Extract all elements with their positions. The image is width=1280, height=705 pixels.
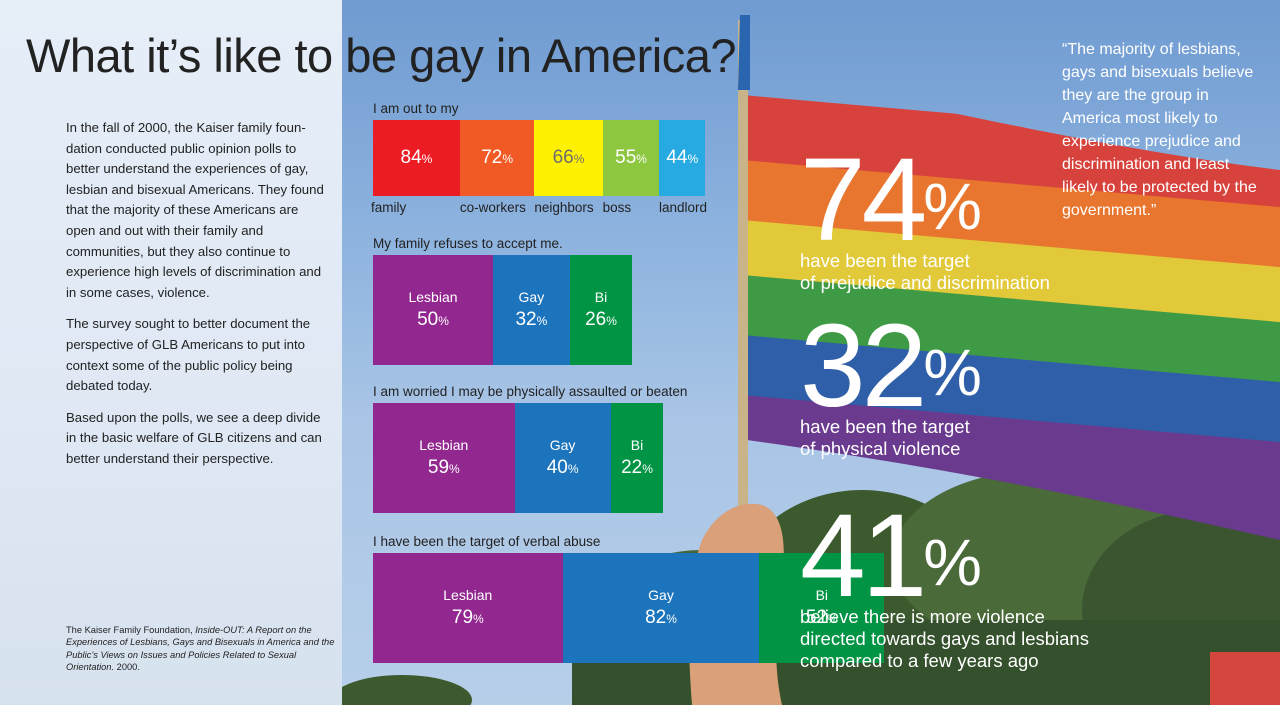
page-title: What it’s like to be gay in America? [26,29,736,82]
category-label: family [371,200,407,215]
flag-pole [738,20,748,520]
bar-boss: 55% [602,120,660,196]
bar-value: 59% [427,457,460,478]
bar-value: 52% [805,607,838,628]
stat-value: 74% [800,134,982,266]
bar-bi: Bi 26% [569,255,633,365]
bar-lesbian: Lesbian 79% [373,553,563,663]
chart-title: I am worried I may be physically assault… [373,384,688,399]
bar-value: 84% [400,147,433,168]
trees [342,470,1280,705]
bar-co-workers: 72% [459,120,535,196]
pole-top [738,15,750,90]
intro-paragraph-2: The survey sought to better document the… [66,316,311,394]
bar-label: Lesbian [443,587,493,603]
bar-label: Gay [518,289,545,305]
bar-label: Gay [549,437,576,453]
stat-prejudice: 74% have been the target of prejudice an… [800,134,1050,294]
chart-out-to: I am out to my 84% 72% 66% 55% 44% family co-… [371,101,707,218]
bar-group: Lesbian 50% Gay 32% Bi 26% [373,255,633,365]
bar-label: Lesbian [408,289,458,305]
bar-group: 84% 72% 66% 55% 44% [373,120,705,196]
rainbow-flag-photo [342,0,1280,705]
bar-value: 22% [621,457,653,478]
source-citation: The Kaiser Family Foundation, Inside-OUT… [66,624,336,674]
stat-description: believe there is more violence directed … [800,606,1089,671]
bar-value: 40% [546,457,579,478]
bar-value: 79% [451,607,484,628]
intro-paragraph-1: In the fall of 2000, the Kaiser family f… [66,120,324,300]
bar-lesbian: Lesbian 59% [373,403,515,513]
bar-gay: Gay 40% [514,403,611,513]
bar-label: Lesbian [419,437,469,453]
bar-bi: Bi 52% [759,553,885,663]
category-label: landlord [659,200,708,215]
bar-value: 72% [481,147,513,168]
bar-family: 84% [373,120,460,196]
bar-group: Lesbian 59% Gay 40% Bi 22% [373,403,687,513]
bar-group: Lesbian 79% Gay 82% Bi 52% [373,553,885,663]
source-prefix: The Kaiser Family Foundation, [66,625,196,635]
category-labels: family co-workers neighbors boss landlord [371,200,707,218]
stat-value: 32% [800,300,982,432]
bar-bi: Bi 22% [610,403,664,513]
small-flag [1210,652,1280,705]
stat-value: 41% [800,490,982,622]
intro-paragraph-3: Based upon the polls, we see a deep divi… [66,409,322,466]
bar-gay: Gay 32% [493,255,570,365]
bar-label: Bi [630,437,644,453]
bar-label: Bi [815,587,829,603]
chart-verbal-abuse: I have been the target of verbal abuse L… [373,534,885,663]
bar-gay: Gay 82% [562,553,760,663]
source-suffix: 2000. [114,662,140,673]
chart-title: I am out to my [373,101,459,116]
chart-title: I have been the target of verbal abuse [373,534,601,549]
bar-value: 66% [552,147,585,168]
quote-text: “The majority of lesbians, gays and bise… [1062,41,1257,219]
flag-illustration [342,15,1280,705]
chart-assault-worry: I am worried I may be physically assault… [373,384,687,513]
category-label: boss [602,200,632,215]
bar-landlord: 44% [659,120,705,196]
chart-family-refuses: My family refuses to accept me. Lesbian 5… [373,236,633,365]
stat-violence: 32% have been the target of physical vio… [800,300,982,460]
bar-value: 44% [666,147,699,168]
bar-neighbors: 66% [534,120,603,196]
category-label: neighbors [534,200,594,215]
intro-text: In the fall of 2000, the Kaiser family f… [66,118,328,481]
bar-label: Bi [594,289,608,305]
stat-description: have been the target of prejudice and di… [800,250,1050,293]
bar-value: 55% [615,147,647,168]
left-panel [0,0,342,705]
bar-label: Gay [648,587,674,603]
bar-lesbian: Lesbian 50% [373,255,493,365]
stat-more-violence: 41% believe there is more violence direc… [800,490,1089,672]
stat-description: have been the target of physical violenc… [800,416,970,459]
chart-title: My family refuses to accept me. [373,236,563,251]
category-label: co-workers [459,200,526,215]
bar-value: 26% [585,309,617,330]
bar-value: 82% [645,607,677,628]
bar-value: 32% [515,309,548,330]
source-title: Inside-OUT: A Report on the Experiences … [66,625,335,673]
bar-value: 50% [417,309,449,330]
